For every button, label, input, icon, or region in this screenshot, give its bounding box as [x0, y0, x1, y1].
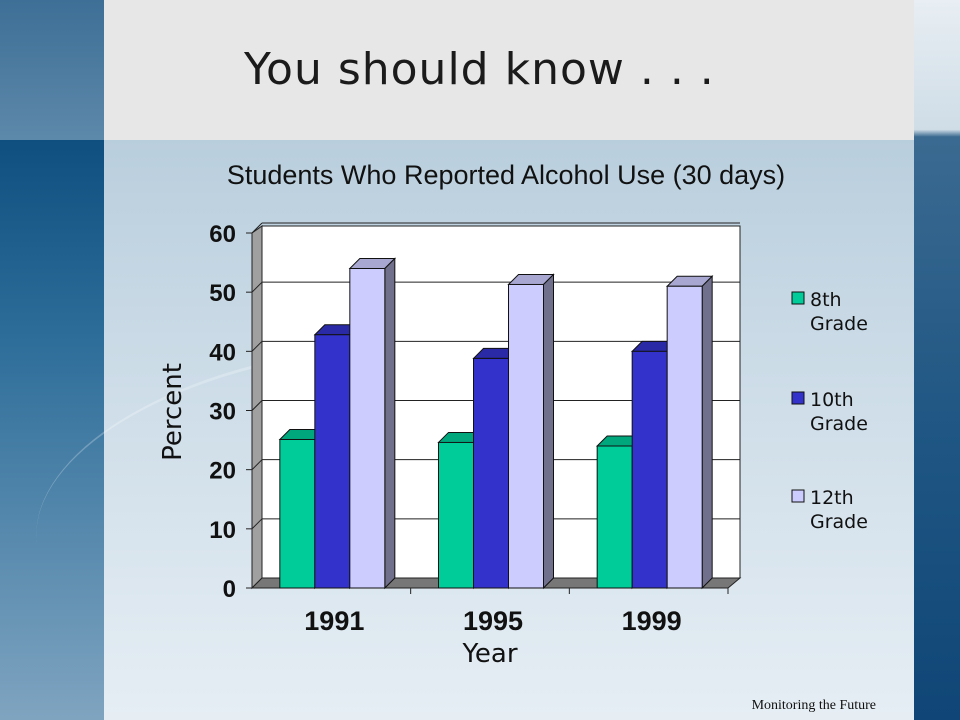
- right-background-band: [914, 0, 960, 720]
- gridline-diagonal: [251, 340, 263, 352]
- bar: [279, 438, 316, 589]
- left-background-band: [0, 140, 104, 720]
- y-tick-label: 0: [223, 576, 236, 603]
- bar: [438, 441, 474, 589]
- bar-side: [701, 275, 713, 590]
- x-tick-label: 1991: [304, 606, 364, 636]
- y-axis-label: Percent: [158, 363, 188, 461]
- title-bar: [104, 0, 914, 140]
- bar: [314, 334, 351, 589]
- y-tick-label: 20: [209, 458, 236, 485]
- gridline-diagonal: [251, 281, 263, 293]
- x-tick-label: 1999: [622, 606, 682, 636]
- y-tick-label: 40: [209, 339, 236, 366]
- y-tick-label: 60: [209, 221, 236, 248]
- legend-swatch: [791, 291, 805, 305]
- legend-label: 10th: [810, 389, 854, 411]
- bar: [473, 357, 509, 589]
- plot-side-wall: [251, 225, 263, 590]
- bar-side: [384, 257, 396, 590]
- legend-label: 8th: [810, 289, 842, 311]
- legend-label: Grade: [810, 313, 868, 335]
- source-caption: Monitoring the Future: [751, 698, 876, 713]
- legend-label: Grade: [810, 413, 868, 435]
- legend-label: 12th: [810, 487, 854, 509]
- gridline-diagonal: [251, 222, 263, 234]
- chart-title: Students Who Reported Alcohol Use (30 da…: [226, 160, 786, 190]
- bar: [666, 285, 703, 589]
- bar: [631, 350, 668, 589]
- x-axis-label: Year: [461, 639, 517, 669]
- legend-swatch: [791, 489, 805, 503]
- slide-title: You should know . . .: [244, 44, 715, 95]
- bar: [349, 268, 386, 589]
- legend-swatch: [791, 391, 805, 405]
- bar: [596, 445, 633, 589]
- bar-side: [543, 273, 554, 590]
- legend-label: Grade: [810, 511, 868, 533]
- x-tick-label: 1995: [463, 606, 523, 636]
- gridline-diagonal: [251, 459, 263, 471]
- gridline-diagonal: [251, 518, 263, 530]
- y-tick-label: 50: [209, 280, 236, 307]
- y-tick-label: 30: [209, 399, 236, 426]
- y-tick-label: 10: [209, 517, 236, 544]
- gridline-diagonal: [251, 400, 263, 411]
- bar: [508, 283, 544, 589]
